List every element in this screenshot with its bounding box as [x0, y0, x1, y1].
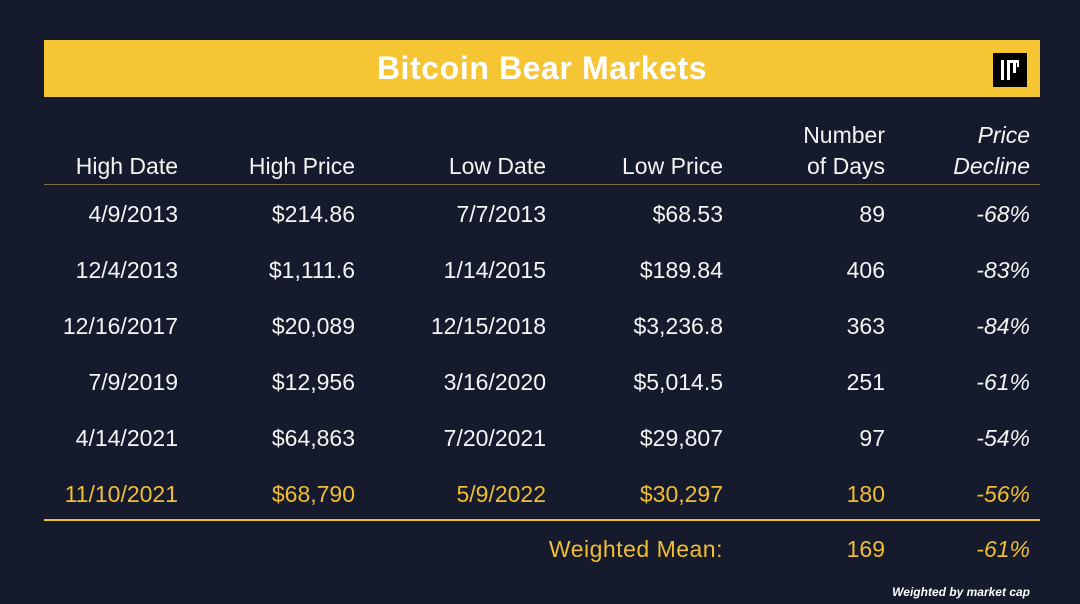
price-decline-cell: -54%	[976, 425, 1030, 451]
title-bar: Bitcoin Bear Markets	[44, 40, 1040, 97]
header-price-decline: Price Decline	[953, 122, 1030, 179]
header-high-date: High Date	[75, 153, 178, 179]
table-row: 4/14/2021 $64,863 7/20/2021 $29,807 97 -…	[0, 410, 1080, 466]
header-number-of-days: Number of Days	[803, 122, 885, 179]
number-of-days-cell: 97	[859, 425, 885, 451]
table-header: High Date High Price Low Date Low Price …	[0, 118, 1080, 182]
header-low-date: Low Date	[448, 153, 546, 179]
low-price-cell: $5,014.5	[633, 369, 723, 395]
price-decline-cell: -56%	[976, 481, 1030, 507]
brand-logo-icon	[993, 53, 1027, 87]
number-of-days-cell: 180	[846, 481, 885, 507]
low-date-cell: 5/9/2022	[456, 481, 546, 507]
low-price-cell: $29,807	[639, 425, 723, 451]
number-of-days-cell: 363	[846, 313, 885, 339]
price-decline-cell: -84%	[976, 313, 1030, 339]
header-divider	[44, 184, 1040, 185]
high-price-cell: $64,863	[271, 425, 355, 451]
low-date-cell: 7/7/2013	[456, 201, 546, 227]
high-price-cell: $214.86	[271, 201, 355, 227]
low-price-cell: $3,236.8	[633, 313, 723, 339]
low-date-cell: 12/15/2018	[430, 313, 546, 339]
summary-row: Weighted Mean: 169 -61%	[0, 521, 1080, 577]
table-row: 4/9/2013 $214.86 7/7/2013 $68.53 89 -68%	[0, 186, 1080, 242]
table-row: 7/9/2019 $12,956 3/16/2020 $5,014.5 251 …	[0, 354, 1080, 410]
low-price-cell: $189.84	[639, 257, 723, 283]
footnote: Weighted by market cap	[892, 585, 1030, 599]
low-date-cell: 1/14/2015	[443, 257, 546, 283]
number-of-days-cell: 89	[859, 201, 885, 227]
weighted-mean-days: 169	[846, 536, 885, 562]
high-date-cell: 12/16/2017	[62, 313, 178, 339]
high-price-cell: $12,956	[271, 369, 355, 395]
page-title: Bitcoin Bear Markets	[376, 50, 708, 86]
table-row: 11/10/2021 $68,790 5/9/2022 $30,297 180 …	[0, 466, 1080, 522]
weighted-mean-label: Weighted Mean:	[548, 536, 723, 562]
high-price-cell: $20,089	[271, 313, 355, 339]
low-price-cell: $30,297	[639, 481, 723, 507]
high-price-cell: $1,111.6	[268, 257, 355, 283]
price-decline-cell: -61%	[976, 369, 1030, 395]
table-row: 12/4/2013 $1,111.6 1/14/2015 $189.84 406…	[0, 242, 1080, 298]
weighted-mean-decline: -61%	[976, 536, 1030, 562]
number-of-days-cell: 406	[846, 257, 885, 283]
high-date-cell: 4/14/2021	[75, 425, 178, 451]
table-row: 12/16/2017 $20,089 12/15/2018 $3,236.8 3…	[0, 298, 1080, 354]
header-low-price: Low Price	[622, 153, 723, 179]
low-price-cell: $68.53	[652, 201, 723, 227]
price-decline-cell: -68%	[976, 201, 1030, 227]
high-price-cell: $68,790	[271, 481, 355, 507]
price-decline-cell: -83%	[976, 257, 1030, 283]
number-of-days-cell: 251	[846, 369, 885, 395]
high-date-cell: 11/10/2021	[64, 481, 178, 507]
high-date-cell: 7/9/2019	[88, 369, 178, 395]
low-date-cell: 7/20/2021	[443, 425, 546, 451]
summary-divider	[44, 519, 1040, 521]
low-date-cell: 3/16/2020	[443, 369, 546, 395]
high-date-cell: 12/4/2013	[75, 257, 178, 283]
header-high-price: High Price	[248, 153, 355, 179]
high-date-cell: 4/9/2013	[88, 201, 178, 227]
